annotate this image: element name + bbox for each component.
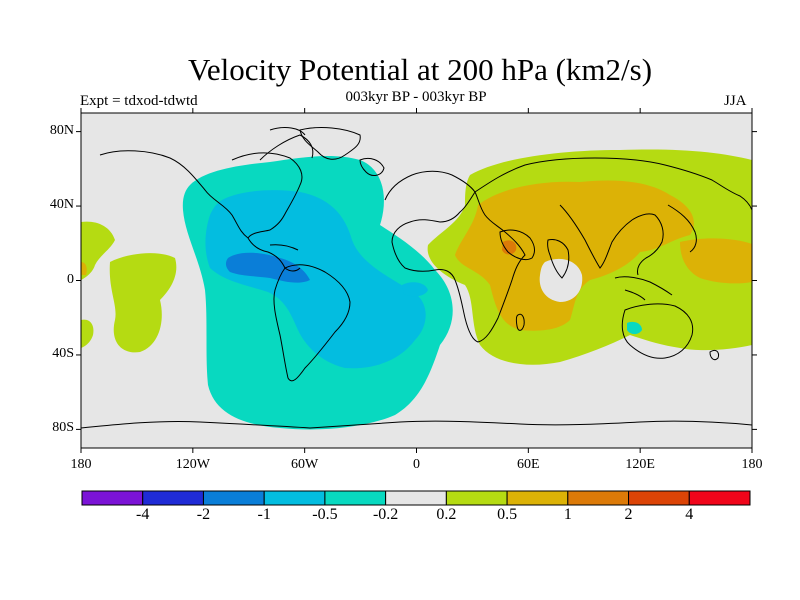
- y-tick-label: 80N: [49, 122, 74, 138]
- contour-neg-0.2-australia: [627, 321, 642, 335]
- contour-neg-1: [225, 252, 310, 283]
- x-tick-label: 120E: [625, 457, 655, 472]
- contour-pos-0.5-east: [680, 238, 752, 284]
- colorbar-label: 0.2: [436, 506, 457, 523]
- colorbar-swatch: [202, 490, 265, 506]
- colorbar-label: -4: [136, 506, 150, 523]
- season-label: JJA: [724, 93, 747, 109]
- y-tick-label: 0: [67, 271, 74, 287]
- y-tick-label: 40S: [52, 345, 74, 361]
- colorbar-label: -0.5: [312, 506, 338, 523]
- x-tick-label: 60W: [291, 457, 319, 472]
- colorbar: [81, 490, 751, 506]
- contour-zero-indian-ocean: [539, 258, 583, 302]
- colorbar-label: 0.5: [497, 506, 518, 523]
- colorbar-label: 4: [685, 506, 694, 523]
- colorbar-swatch: [385, 490, 447, 506]
- chart-title: Velocity Potential at 200 hPa (km2/s): [187, 52, 653, 87]
- colorbar-swatch: [142, 490, 204, 506]
- x-tick-label: 180: [741, 457, 763, 472]
- colorbar-label: -2: [196, 506, 211, 523]
- contour-pos-0.5: [455, 180, 694, 331]
- contour-pos-0.2-west: [81, 221, 115, 280]
- map-ticks: [76, 108, 757, 453]
- colorbar-label: 1: [563, 506, 572, 523]
- period-label: 003kyr BP - 003kyr BP: [345, 89, 487, 105]
- colorbar-swatch: [81, 490, 144, 506]
- colorbar-swatch: [567, 490, 630, 506]
- colorbar-label: -1: [257, 506, 271, 523]
- contour-pos-0.2-west3: [81, 319, 94, 348]
- colorbar-swatch: [688, 490, 751, 506]
- contour-pos-1: [502, 240, 517, 255]
- colorbar-label: -0.2: [372, 506, 399, 523]
- x-tick-label: 0: [413, 457, 420, 472]
- coastlines: [81, 127, 752, 429]
- x-tick-label: 180: [70, 457, 92, 472]
- x-tick-label: 120W: [175, 457, 210, 472]
- x-tick-label: 60E: [517, 457, 540, 472]
- experiment-label: Expt = tdxod-tdwtd: [80, 93, 198, 109]
- colorbar-label: 2: [624, 506, 633, 523]
- contour-pos-0.2-west2: [109, 253, 177, 353]
- y-tick-label: 80S: [52, 420, 74, 436]
- colorbar-swatch: [263, 490, 326, 506]
- contour-pos-0.5-west: [81, 262, 87, 275]
- y-tick-label: 40N: [49, 197, 74, 213]
- colorbar-swatch: [445, 490, 508, 506]
- colorbar-swatch: [628, 490, 690, 506]
- colorbar-swatch: [324, 490, 387, 506]
- contour-neg-0.5b: [402, 282, 428, 297]
- contour-neg-0.5: [205, 190, 426, 369]
- colorbar-swatch: [506, 490, 569, 506]
